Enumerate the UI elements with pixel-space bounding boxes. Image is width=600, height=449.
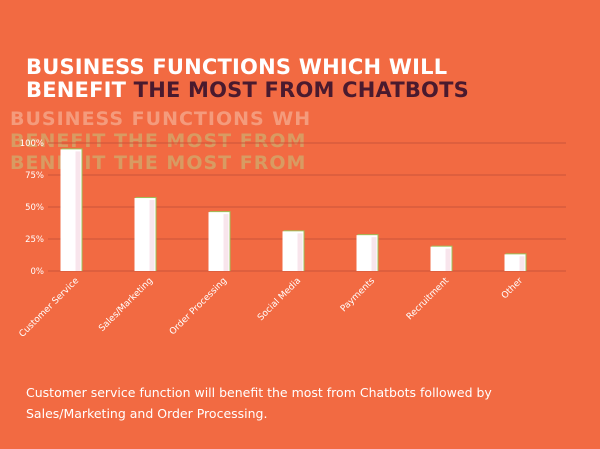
title-line-2-white: BENEFIT <box>26 78 127 102</box>
chart-title: BUSINESS FUNCTIONS WHICH WILL BENEFIT TH… <box>26 56 586 102</box>
ghost-title-artifact: BUSINESS FUNCTIONS WHICH WILL BENEFIT TH… <box>10 108 310 188</box>
title-line-2-dark: THE MOST FROM CHATBOTS <box>133 78 469 102</box>
chart-caption: Customer service function will benefit t… <box>26 385 492 421</box>
y-tick-label: 75% <box>25 171 44 181</box>
y-tick-label: 100% <box>20 139 44 149</box>
bar-shade <box>371 237 377 271</box>
x-tick-label: Social Media <box>256 276 303 323</box>
bar-shade <box>445 248 451 271</box>
bar-shade <box>149 200 155 271</box>
bar-shade <box>297 233 303 271</box>
bar-shade <box>519 256 525 271</box>
ghost-line-1: BUSINESS FUNCTIONS WHICH WILL <box>10 108 310 130</box>
ghost-line-2: BENEFIT THE MOST FROM CHATBOTS <box>10 130 310 152</box>
y-tick-label: 50% <box>25 203 44 213</box>
x-tick-label: Payments <box>339 276 377 314</box>
x-tick-label: Recruitment <box>405 276 452 323</box>
ghost-line-3: BENEFIT THE MOST FROM CHATBOTS <box>10 152 310 174</box>
x-tick-label: Order Processing <box>168 276 229 337</box>
y-tick-label: 25% <box>25 235 44 245</box>
bar-shade <box>223 214 229 271</box>
bar-chart: 0% 25% 50% 75% 100% Customer Service Sales/Mar… <box>18 139 566 340</box>
title-line-1: BUSINESS FUNCTIONS WHICH WILL <box>26 55 448 79</box>
y-tick-label: 0% <box>31 267 45 277</box>
x-tick-label: Other <box>500 276 525 301</box>
bar-shade <box>75 151 81 271</box>
x-tick-label: Customer Service <box>18 276 82 340</box>
x-tick-label: Sales/Marketing <box>97 276 155 334</box>
